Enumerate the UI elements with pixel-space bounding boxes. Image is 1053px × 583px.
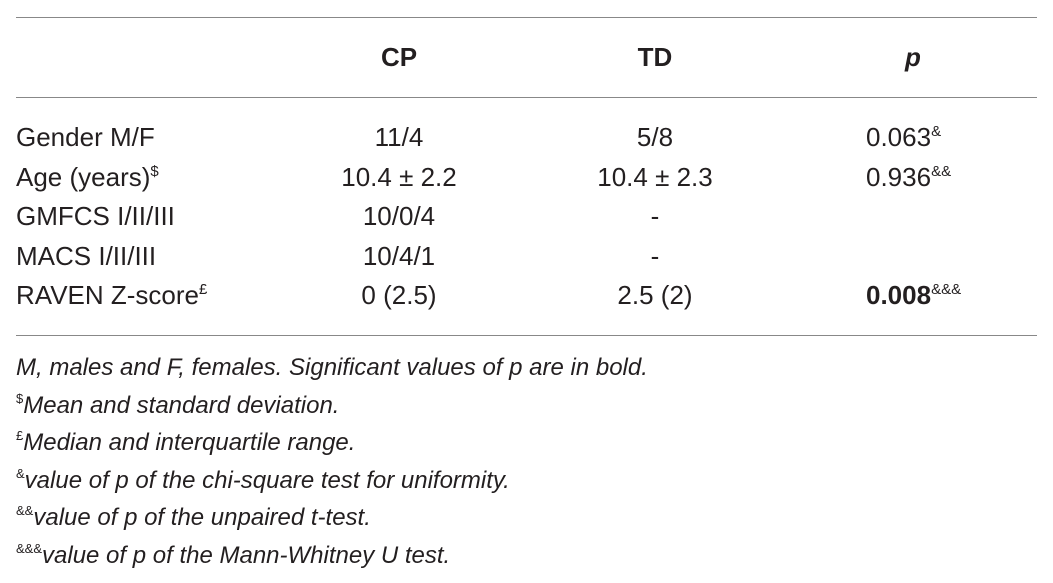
table-cell: 0 (2.5) — [361, 280, 436, 310]
row-label-text: RAVEN Z-score — [16, 280, 199, 310]
table-cell-text: 0.063 — [866, 122, 932, 152]
table-cell-text: 10/0/4 — [362, 201, 436, 231]
column-header: CP — [381, 42, 417, 72]
row-label: MACS I/II/III — [16, 241, 156, 271]
table-cell: 10/4/1 — [363, 241, 435, 271]
top-rule — [16, 17, 1037, 18]
table-cell: 2.5 (2) — [617, 280, 692, 310]
table-cell: 5/8 — [637, 122, 673, 152]
row-label-superscript: $ — [150, 163, 159, 180]
table-cell-superscript: & — [931, 123, 942, 140]
header-rule — [16, 97, 1037, 98]
footnote: &value of p of the chi-square test for u… — [16, 467, 510, 495]
table-cell-text: 5/8 — [636, 122, 674, 152]
footnote-text: value of p of the unpaired t-test. — [33, 504, 371, 531]
table-cell-text: 0.936 — [866, 162, 932, 192]
row-label: RAVEN Z-score£ — [16, 280, 207, 310]
table-cell-superscript: && — [931, 163, 952, 180]
table-cell-text: - — [650, 201, 660, 231]
footnote-marker: &&& — [16, 540, 43, 556]
row-label-superscript: £ — [199, 281, 208, 298]
footnote: M, males and F, females. Significant val… — [16, 354, 648, 382]
bottom-rule — [16, 335, 1037, 336]
footnote: $Mean and standard deviation. — [16, 392, 339, 420]
footnote-marker: & — [16, 465, 25, 481]
footnote: £Median and interquartile range. — [16, 429, 355, 457]
column-header-text: p — [905, 42, 921, 72]
table-cell-text: 10.4 ± 2.2 — [341, 162, 457, 192]
row-label-text: Age (years) — [16, 162, 151, 192]
table-cell: 0.063& — [866, 122, 941, 152]
footnote-marker: && — [16, 503, 34, 518]
footnote-marker: $ — [16, 390, 24, 406]
row-label: Age (years)$ — [16, 162, 159, 192]
table-cell-text: 2.5 (2) — [617, 280, 693, 310]
row-label-text: GMFCS I/II/III — [16, 201, 175, 231]
table-cell-superscript: &&& — [931, 281, 962, 298]
table-cell-text: 0.008 — [866, 280, 932, 310]
row-label: Gender M/F — [16, 122, 155, 152]
table-cell: 10.4 ± 2.3 — [597, 162, 712, 192]
column-header: p — [905, 42, 921, 72]
table-cell: 11/4 — [375, 122, 424, 152]
table-cell: 10/0/4 — [363, 201, 435, 231]
footnote-text: M, males and F, females. Significant val… — [16, 354, 648, 381]
footnote: &&&value of p of the Mann-Whitney U test… — [16, 542, 450, 570]
table-cell-text: 10.4 ± 2.3 — [597, 162, 713, 192]
row-label-text: Gender M/F — [16, 122, 155, 152]
row-label: GMFCS I/II/III — [16, 201, 175, 231]
footnote-text: value of p of the Mann-Whitney U test. — [42, 541, 451, 569]
table-cell: 0.936&& — [866, 162, 951, 192]
table-cell-text: 10/4/1 — [362, 241, 436, 271]
table-cell-text: 11/4 — [374, 122, 424, 152]
footnote: &&value of p of the unpaired t-test. — [16, 504, 371, 532]
table-cell: - — [651, 241, 660, 271]
column-header-text: CP — [380, 42, 418, 72]
table-cell: - — [651, 201, 660, 231]
column-header-text: TD — [637, 42, 673, 72]
footnote-text: value of p of the chi-square test for un… — [24, 466, 510, 494]
table-cell-text: 0 (2.5) — [361, 280, 437, 310]
footnote-marker: £ — [16, 428, 24, 443]
row-label-text: MACS I/II/III — [16, 241, 157, 271]
table-cell: 10.4 ± 2.2 — [341, 162, 456, 192]
table-cell: 0.008&&& — [866, 280, 961, 310]
table-cell-text: - — [650, 241, 660, 271]
footnote-text: Median and interquartile range. — [23, 429, 356, 456]
footnote-text: Mean and standard deviation. — [23, 391, 340, 419]
column-header: TD — [638, 42, 673, 72]
